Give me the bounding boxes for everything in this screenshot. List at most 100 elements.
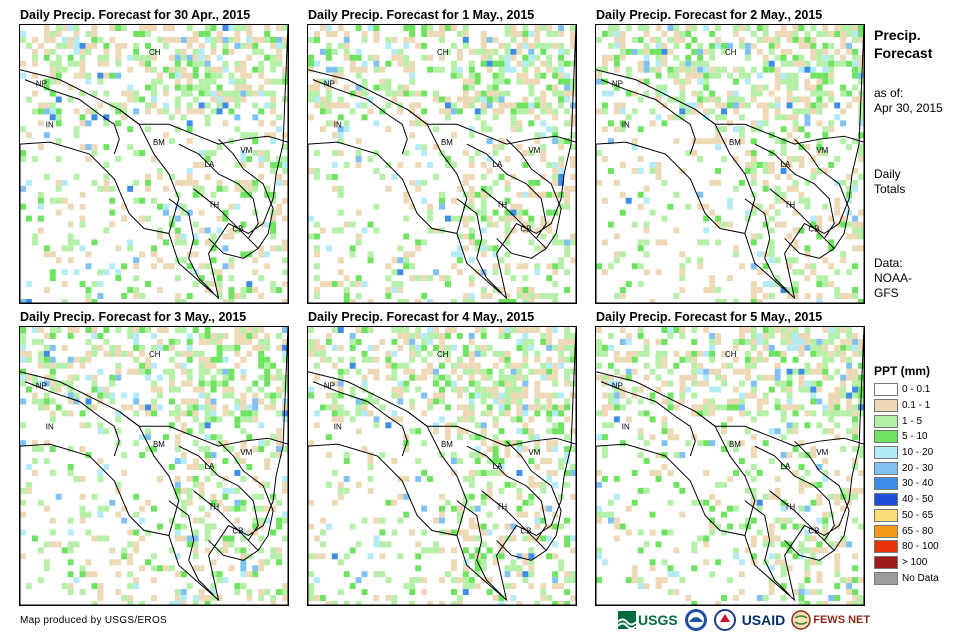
legend-item: 40 - 50 xyxy=(874,492,939,508)
precip-map: CH NP IN BM LA VM TH CB xyxy=(596,327,864,605)
usgs-wave-icon xyxy=(618,611,636,629)
precip-field xyxy=(20,25,288,303)
legend-label: 0.1 - 1 xyxy=(902,400,931,412)
legend-swatch xyxy=(874,477,898,491)
legend-item: 50 - 65 xyxy=(874,508,939,524)
country-label-th: TH xyxy=(497,503,508,512)
usaid-logo: USAID xyxy=(741,612,786,628)
country-label-la: LA xyxy=(493,462,503,471)
precip-field xyxy=(596,25,864,303)
country-label-in: IN xyxy=(46,120,54,129)
country-label-np: NP xyxy=(612,80,623,89)
precip-map: CH NP IN BM LA VM TH CB xyxy=(20,25,288,303)
country-label-bm: BM xyxy=(441,440,453,449)
legend-label: 50 - 65 xyxy=(902,509,934,521)
country-label-bm: BM xyxy=(153,440,165,449)
country-label-bm: BM xyxy=(729,440,741,449)
legend-label: 65 - 80 xyxy=(902,525,934,537)
country-label-in: IN xyxy=(622,422,630,431)
country-label-bm: BM xyxy=(153,138,165,147)
legend-label: > 100 xyxy=(902,556,928,568)
legend-label: 1 - 5 xyxy=(902,415,923,427)
legend-item: 80 - 100 xyxy=(874,539,939,555)
sidebar-totals: Daily Totals xyxy=(874,167,906,196)
country-label-np: NP xyxy=(324,80,335,89)
map-panel-5: CH NP IN BM LA VM TH CB xyxy=(307,326,577,606)
legend-item: 5 - 10 xyxy=(874,429,939,445)
country-label-ch: CH xyxy=(149,48,161,57)
legend-swatch xyxy=(874,571,898,585)
country-label-vm: VM xyxy=(816,448,828,457)
country-label-in: IN xyxy=(46,422,54,431)
fewsnet-globe-icon xyxy=(791,610,811,630)
legend-swatch xyxy=(874,383,898,397)
panel-title-3: Daily Precip. Forecast for 2 May., 2015 xyxy=(596,8,823,22)
usgs-logo: USGS xyxy=(618,611,678,629)
legend-swatch xyxy=(874,414,898,428)
sidebar-data-source: Data: NOAA- GFS xyxy=(874,256,913,300)
country-label-cb: CB xyxy=(232,224,243,233)
panel-title-2: Daily Precip. Forecast for 1 May., 2015 xyxy=(308,8,535,22)
precip-map: CH NP IN BM LA VM TH CB xyxy=(308,25,576,303)
country-label-vm: VM xyxy=(816,146,828,155)
legend-swatch xyxy=(874,508,898,522)
country-label-np: NP xyxy=(36,80,47,89)
precip-map: CH NP IN BM LA VM TH CB xyxy=(596,25,864,303)
legend-item: 30 - 40 xyxy=(874,476,939,492)
map-panel-6: CH NP IN BM LA VM TH CB xyxy=(595,326,865,606)
legend-swatch xyxy=(874,540,898,554)
border-outlines xyxy=(308,25,576,303)
country-label-cb: CB xyxy=(232,526,243,535)
legend-item: > 100 xyxy=(874,555,939,571)
legend-label: 20 - 30 xyxy=(902,462,934,474)
country-label-in: IN xyxy=(334,120,342,129)
legend-item: 65 - 80 xyxy=(874,523,939,539)
precip-map: CH NP IN BM LA VM TH CB xyxy=(308,327,576,605)
legend-item: 0 - 0.1 xyxy=(874,382,939,398)
country-label-th: TH xyxy=(785,503,796,512)
map-panel-3: CH NP IN BM LA VM TH CB xyxy=(595,24,865,304)
country-label-ch: CH xyxy=(437,48,449,57)
panel-title-1: Daily Precip. Forecast for 30 Apr., 2015 xyxy=(20,8,251,22)
legend-label: 30 - 40 xyxy=(902,478,934,490)
legend-swatch xyxy=(874,524,898,538)
legend-item: 0.1 - 1 xyxy=(874,398,939,414)
panel-title-4: Daily Precip. Forecast for 3 May., 2015 xyxy=(20,310,247,324)
country-label-la: LA xyxy=(781,160,791,169)
noaa-logo-icon xyxy=(684,609,707,631)
border-outlines xyxy=(308,327,576,605)
country-label-np: NP xyxy=(612,382,623,391)
legend-swatch xyxy=(874,430,898,444)
legend: 0 - 0.1 0.1 - 1 1 - 5 5 - 10 10 - 20 20 - 30 3… xyxy=(874,382,939,586)
country-label-ch: CH xyxy=(725,48,737,57)
country-label-bm: BM xyxy=(441,138,453,147)
precip-field xyxy=(308,327,576,605)
legend-item: 1 - 5 xyxy=(874,413,939,429)
country-label-la: LA xyxy=(205,160,215,169)
country-label-cb: CB xyxy=(808,526,819,535)
legend-swatch xyxy=(874,461,898,475)
border-outlines xyxy=(596,25,864,303)
precip-field xyxy=(308,25,576,303)
country-label-ch: CH xyxy=(437,350,449,359)
border-outlines xyxy=(596,327,864,605)
panel-title-5: Daily Precip. Forecast for 4 May., 2015 xyxy=(308,310,535,324)
fewsnet-logo: FEWS NET xyxy=(791,610,870,630)
legend-label: 5 - 10 xyxy=(902,431,928,443)
country-label-vm: VM xyxy=(240,448,252,457)
country-label-cb: CB xyxy=(520,224,531,233)
country-label-la: LA xyxy=(493,160,503,169)
precip-map: CH NP IN BM LA VM TH CB xyxy=(20,327,288,605)
map-credit: Map produced by USGS/EROS xyxy=(20,615,168,626)
country-label-np: NP xyxy=(324,382,335,391)
logo-strip: USGS USAID FEWS NET xyxy=(618,606,870,634)
map-panel-4: CH NP IN BM LA VM TH CB xyxy=(19,326,289,606)
country-label-ch: CH xyxy=(725,350,737,359)
sidebar-as-of: as of: Apr 30, 2015 xyxy=(874,86,943,115)
country-label-in: IN xyxy=(334,422,342,431)
country-label-la: LA xyxy=(205,462,215,471)
country-label-np: NP xyxy=(36,382,47,391)
nws-seal-icon xyxy=(713,609,736,631)
country-label-bm: BM xyxy=(729,138,741,147)
country-label-th: TH xyxy=(209,201,220,210)
